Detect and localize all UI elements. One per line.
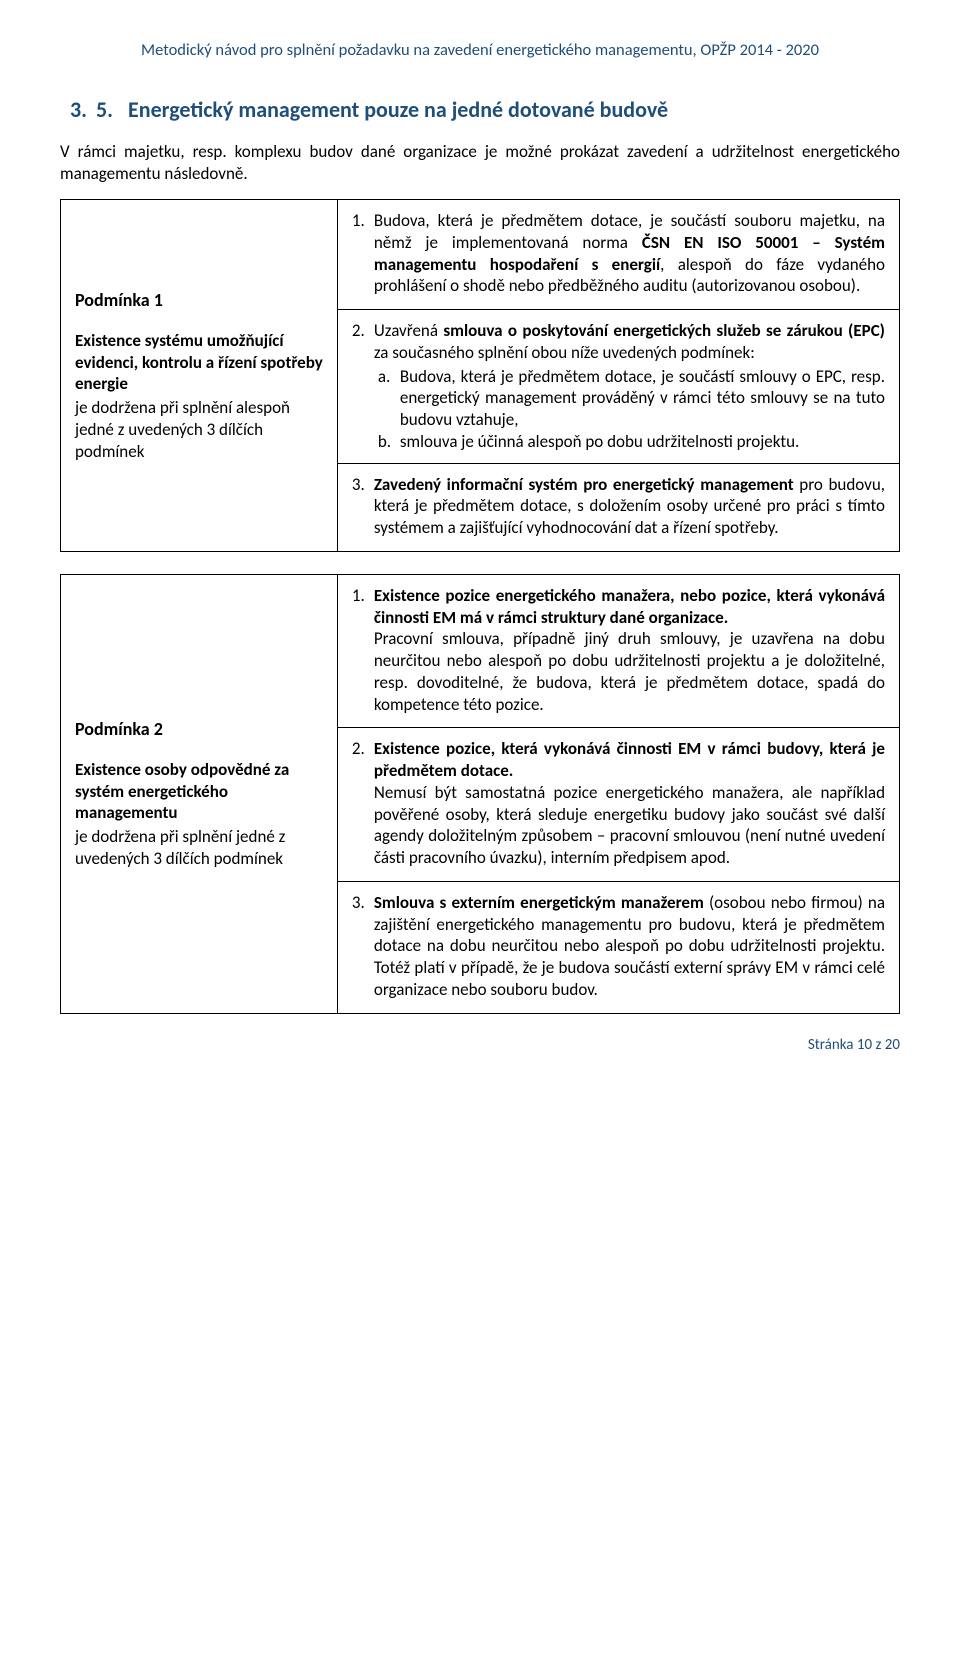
text-bold: Existence pozice energetického manažera,… [374, 585, 885, 628]
section-number-2: 5. [96, 96, 113, 123]
section-title: Energetický management pouze na jedné do… [128, 96, 668, 123]
condition-1-row-3: 3. Zavedený informační systém pro energe… [337, 463, 899, 551]
section-heading: 3. 5. Energetický management pouze na je… [70, 96, 900, 123]
list-number: 1. [352, 585, 374, 716]
section-number-1: 3. [70, 96, 87, 123]
text-bold: Zavedený informační systém pro energetic… [374, 474, 794, 495]
list-number: 2. [352, 320, 374, 364]
condition-2-item-2: Existence pozice, která vykonává činnost… [374, 738, 885, 869]
condition-2-row-1: 1. Existence pozice energetického manaže… [337, 574, 899, 728]
list-letter: a. [378, 366, 400, 431]
page-footer: Stránka 10 z 20 [60, 1036, 900, 1054]
condition-2-table: Podmínka 2 Existence osoby odpovědné za … [60, 574, 900, 1014]
list-number: 3. [352, 892, 374, 1001]
list-number: 2. [352, 738, 374, 869]
condition-1-left: Podmínka 1 Existence systému umožňující … [61, 200, 338, 552]
page-header: Metodický návod pro splnění požadavku na… [60, 40, 900, 60]
condition-2-title: Podmínka 2 [75, 718, 325, 741]
condition-2-row-3: 3. Smlouva s externím energetickým manaž… [337, 881, 899, 1013]
condition-1-row-2: 2. Uzavřená smlouva o poskytování energe… [337, 310, 899, 464]
text-bold: Existence pozice, která vykonává činnost… [374, 738, 885, 781]
condition-1-title: Podmínka 1 [75, 289, 325, 312]
condition-1-row-1: 1. Budova, která je předmětem dotace, je… [337, 200, 899, 310]
intro-paragraph: V rámci majetku, resp. komplexu budov da… [60, 141, 900, 185]
list-letter: b. [378, 431, 400, 453]
text: za současného splnění obou níže uvedenýc… [374, 342, 755, 363]
condition-2-sub-bold: Existence osoby odpovědné za systém ener… [75, 759, 325, 824]
condition-2-row-2: 2. Existence pozice, která vykonává činn… [337, 728, 899, 882]
condition-1-sub-plain: je dodržena při splnění alespoň jedné z … [75, 397, 325, 462]
condition-2-sub-plain: je dodržena při splnění jedné z uvedenýc… [75, 826, 325, 870]
text: Uzavřená [374, 320, 443, 341]
text-bold: smlouva o poskytování energetických služ… [443, 320, 885, 341]
list-number: 1. [352, 210, 374, 297]
condition-1-item-2a: Budova, která je předmětem dotace, je so… [400, 366, 885, 431]
text-bold: Smlouva s externím energetickým manažere… [374, 892, 704, 913]
condition-1-table: Podmínka 1 Existence systému umožňující … [60, 199, 900, 552]
list-number: 3. [352, 474, 374, 539]
condition-2-item-3: Smlouva s externím energetickým manažere… [374, 892, 885, 1001]
condition-1-item-1: Budova, která je předmětem dotace, je so… [374, 210, 885, 297]
condition-1-item-2b: smlouva je účinná alespoň po dobu udržit… [400, 431, 885, 453]
text: Nemusí být samostatná pozice energetické… [374, 782, 885, 868]
condition-1-item-3: Zavedený informační systém pro energetic… [374, 474, 885, 539]
condition-2-left: Podmínka 2 Existence osoby odpovědné za … [61, 574, 338, 1013]
condition-2-item-1: Existence pozice energetického manažera,… [374, 585, 885, 716]
condition-1-item-2: Uzavřená smlouva o poskytování energetic… [374, 320, 885, 364]
text: Pracovní smlouva, případně jiný druh sml… [374, 628, 885, 714]
condition-1-sub-bold: Existence systému umožňující evidenci, k… [75, 330, 325, 395]
